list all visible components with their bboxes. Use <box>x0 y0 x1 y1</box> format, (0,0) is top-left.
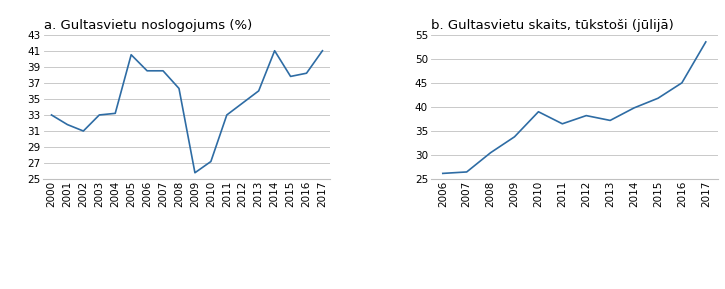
Text: a. Gultasvietu noslogojums (%): a. Gultasvietu noslogojums (%) <box>44 19 252 32</box>
Text: b. Gultasvietu skaits, tūkstoši (jūlijā): b. Gultasvietu skaits, tūkstoši (jūlijā) <box>431 19 674 32</box>
